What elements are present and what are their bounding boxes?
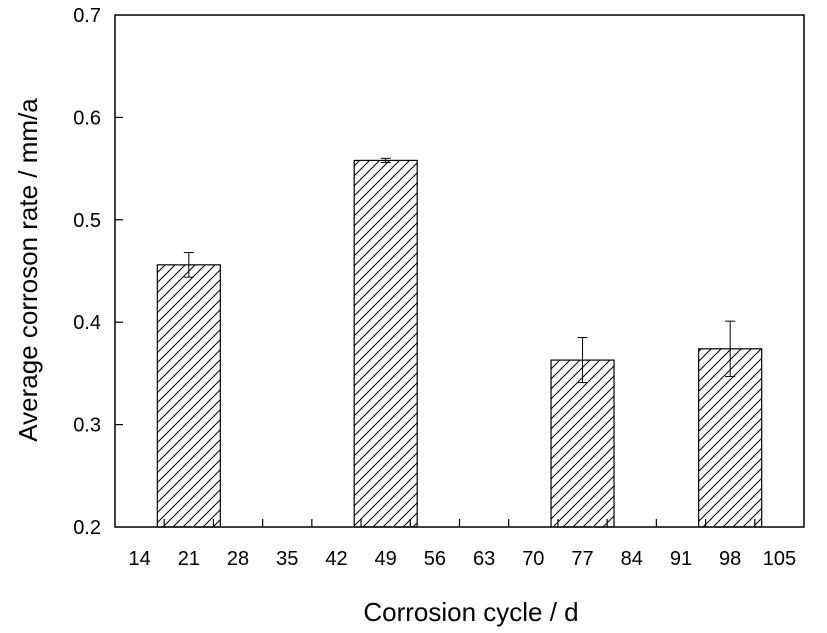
y-tick-label: 0.2 <box>73 517 101 539</box>
x-tick-label: 56 <box>424 548 446 570</box>
x-tick-label: 105 <box>763 548 796 570</box>
x-tick-label: 49 <box>375 548 397 570</box>
x-tick-label: 42 <box>325 548 347 570</box>
x-tick-label: 28 <box>227 548 249 570</box>
bars-group <box>156 157 763 528</box>
y-axis-title: Average corroson rate / mm/a <box>13 98 43 442</box>
y-axis-ticks: 0.2 0.3 0.4 0.5 0.6 0.7 <box>73 5 123 539</box>
bar-77 <box>550 359 615 528</box>
x-tick-label: 21 <box>178 548 200 570</box>
y-tick-label: 0.4 <box>73 312 101 334</box>
bar-98 <box>698 348 763 528</box>
y-tick-label: 0.7 <box>73 5 101 27</box>
x-tick-label: 14 <box>128 548 150 570</box>
x-tick-label: 84 <box>621 548 643 570</box>
x-tick-label: 63 <box>473 548 495 570</box>
x-axis-ticks: 14 21 28 35 42 49 56 63 70 77 84 91 98 105 <box>128 519 796 570</box>
x-tick-label: 91 <box>670 548 692 570</box>
x-tick-label: 35 <box>276 548 298 570</box>
bar-49 <box>353 159 418 528</box>
bar-21 <box>156 264 221 528</box>
x-tick-label: 70 <box>522 548 544 570</box>
x-axis-title: Corrosion cycle / d <box>363 597 578 627</box>
y-tick-label: 0.5 <box>73 210 101 232</box>
y-tick-label: 0.3 <box>73 415 101 437</box>
x-tick-label: 77 <box>571 548 593 570</box>
y-tick-label: 0.6 <box>73 107 101 129</box>
x-tick-label: 98 <box>719 548 741 570</box>
